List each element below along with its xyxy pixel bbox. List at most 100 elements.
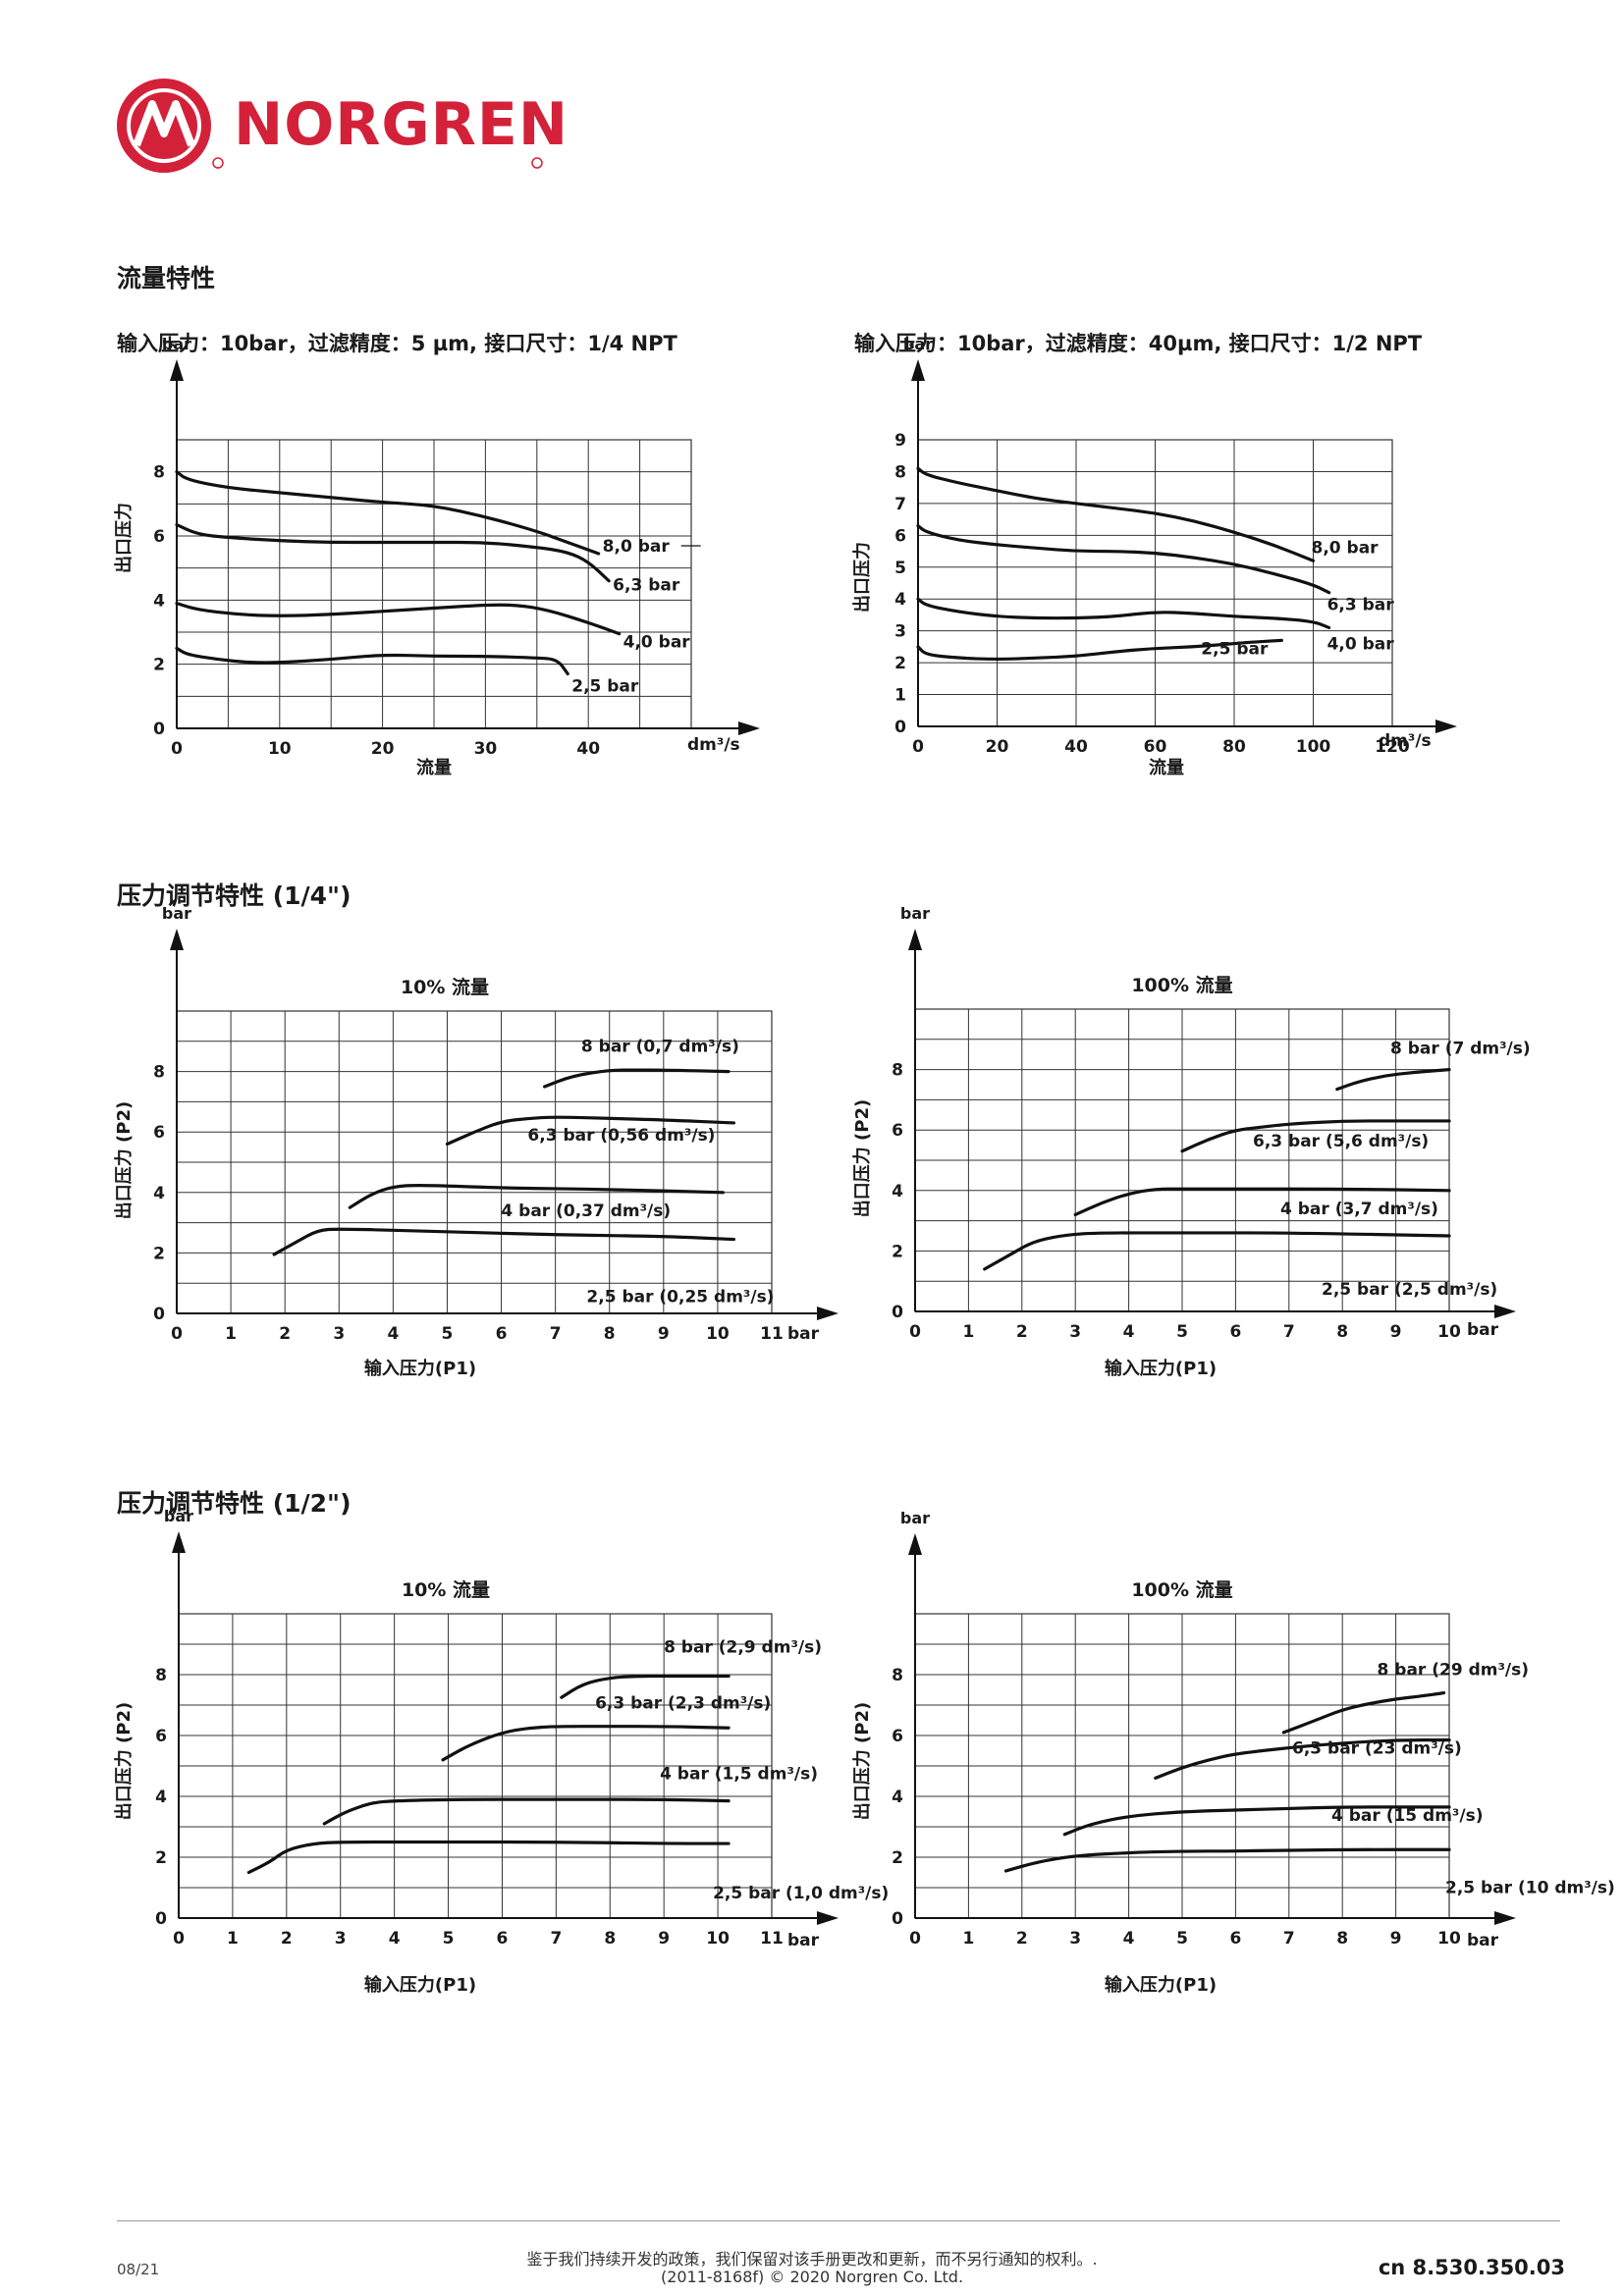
caption-flow-left: 输入压力：10bar，过滤精度：5 µm, 接口尺寸：1/4 NPT (117, 332, 677, 355)
y-tick-label: 4 (892, 1182, 903, 1201)
y-axis-title: 出口压力 (P2) (851, 1099, 873, 1217)
series-line (1073, 1187, 1451, 1217)
y-tick-label: 2 (153, 1244, 165, 1263)
x-tick-label: 10 (1437, 1929, 1461, 1949)
series-label: 4 bar (15 dm³/s) (1331, 1806, 1483, 1826)
y-tick-label: 8 (892, 1666, 903, 1685)
x-axis-arrow (1435, 720, 1457, 733)
x-axis-title: 流量 (1149, 757, 1184, 778)
x-unit-label: bar (787, 1324, 820, 1344)
x-tick-label: 5 (443, 1929, 455, 1949)
series-line (322, 1797, 731, 1826)
x-tick-label: 9 (1390, 1322, 1402, 1342)
x-axis-title: 流量 (416, 757, 452, 778)
x-axis-title: 输入压力(P1) (1105, 1358, 1217, 1379)
y-unit-label: bar (162, 335, 191, 353)
x-tick-label: 0 (912, 737, 924, 757)
x-tick-label: 40 (1064, 737, 1088, 757)
series-line (560, 1674, 731, 1699)
series-label: 2,5 bar (1201, 639, 1269, 659)
x-tick-label: 9 (1390, 1929, 1402, 1949)
y-axis-arrow (172, 1531, 186, 1553)
y-tick-label: 3 (894, 622, 906, 642)
x-tick-label: 0 (173, 1929, 185, 1949)
x-axis-title: 输入压力(P1) (1105, 1974, 1217, 1996)
footer-copyright: (2011-8168f) © 2020 Norgren Co. Ltd. (660, 2268, 964, 2286)
norgren-logo (117, 79, 543, 173)
y-tick-label: 6 (892, 1121, 903, 1141)
x-tick-label: 7 (550, 1324, 562, 1344)
section-title-reg-quarter: 压力调节特性 (1/4") (117, 881, 352, 910)
caption-flow-right: 输入压力：10bar，过滤精度：40µm, 接口尺寸：1/2 NPT (854, 332, 1423, 355)
x-tick-label: 6 (1229, 1929, 1241, 1949)
series-line (441, 1725, 731, 1762)
x-tick-label: 10 (706, 1324, 730, 1344)
y-tick-label: 8 (155, 1666, 167, 1685)
y-tick-label: 0 (153, 1305, 165, 1324)
y-tick-label: 2 (153, 656, 165, 675)
series-line (916, 466, 1316, 562)
x-unit-label: bar (1467, 1931, 1499, 1950)
series-label: 4 bar (1,5 dm³/s) (660, 1765, 818, 1785)
x-axis-arrow (817, 1911, 839, 1925)
footer-disclaimer: 鉴于我们持续开发的政策，我们保留对该手册更改和更新，而不另行通知的权利。. (526, 2250, 1098, 2269)
x-tick-label: 2 (281, 1929, 293, 1949)
y-tick-label: 2 (892, 1848, 903, 1868)
x-tick-label: 6 (1229, 1322, 1241, 1342)
x-tick-label: 11 (760, 1324, 784, 1344)
footer-doc-number: cn 8.530.350.03 (1378, 2256, 1565, 2279)
y-unit-label: bar (900, 1509, 930, 1527)
y-axis-title: 出口压力 (P2) (113, 1702, 135, 1820)
x-tick-label: 4 (387, 1324, 399, 1344)
x-tick-label: 10 (1437, 1322, 1461, 1342)
series-line (1154, 1738, 1451, 1780)
series-label: 6,3 bar (23 dm³/s) (1292, 1739, 1462, 1759)
y-tick-label: 4 (153, 591, 165, 611)
series-label: 8 bar (0,7 dm³/s) (581, 1038, 739, 1057)
y-axis-arrow (908, 1533, 922, 1555)
x-tick-label: 7 (550, 1929, 562, 1949)
x-axis-arrow (1494, 1911, 1516, 1925)
brand-name: NORGREN (234, 90, 569, 159)
y-tick-label: 0 (153, 720, 165, 739)
y-axis-title: 出口压力 (851, 542, 873, 613)
series-line (916, 524, 1331, 595)
x-tick-label: 8 (1336, 1322, 1348, 1342)
chart-title: 100% 流量 (1131, 974, 1232, 996)
y-tick-label: 4 (892, 1788, 903, 1807)
x-tick-label: 3 (333, 1324, 345, 1344)
series-label: 2,5 bar (1,0 dm³/s) (713, 1884, 889, 1903)
y-unit-label: bar (162, 904, 191, 923)
series-line (1003, 1847, 1451, 1873)
series-line (445, 1115, 736, 1147)
series-line (175, 522, 611, 583)
x-tick-label: 2 (1016, 1929, 1028, 1949)
series-line (543, 1068, 731, 1089)
x-tick-label: 0 (171, 739, 183, 759)
x-tick-label: 40 (576, 739, 600, 759)
x-unit-label: dm³/s (687, 735, 740, 755)
chart-title: 10% 流量 (402, 1578, 490, 1601)
y-tick-label: 9 (894, 431, 906, 451)
series-label: 8 bar (29 dm³/s) (1378, 1661, 1529, 1681)
x-tick-label: 120 (1375, 737, 1410, 757)
y-tick-label: 6 (153, 527, 165, 547)
x-tick-label: 60 (1144, 737, 1167, 757)
y-tick-label: 8 (892, 1061, 903, 1081)
y-tick-label: 2 (892, 1242, 903, 1261)
y-tick-label: 7 (894, 495, 906, 514)
x-tick-label: 2 (279, 1324, 291, 1344)
series-line (1335, 1068, 1451, 1092)
y-tick-label: 0 (892, 1909, 903, 1929)
series-line (175, 646, 569, 676)
y-tick-label: 4 (894, 590, 906, 610)
series-label: 8 bar (7 dm³/s) (1390, 1040, 1531, 1059)
x-tick-label: 10 (268, 739, 292, 759)
y-tick-label: 5 (894, 559, 906, 578)
series-line (272, 1227, 736, 1256)
